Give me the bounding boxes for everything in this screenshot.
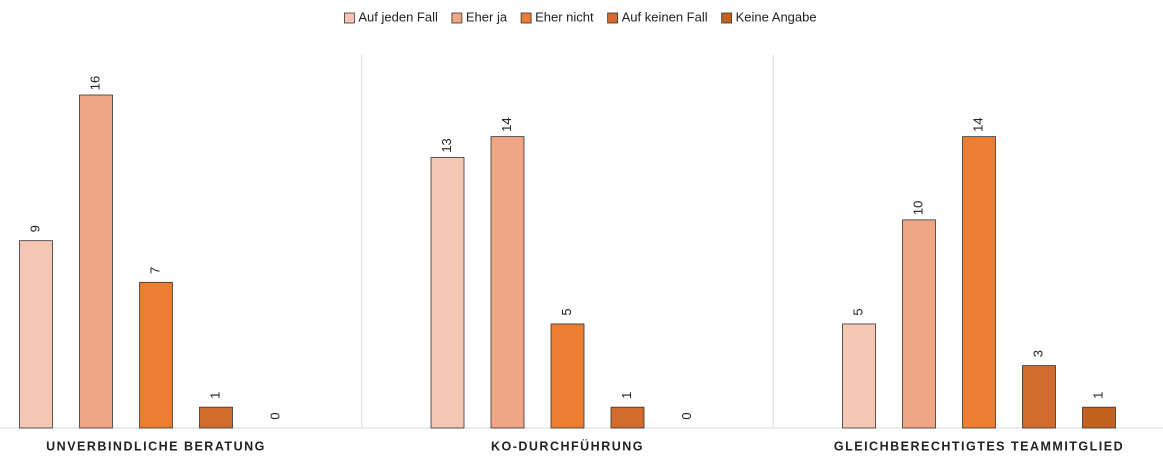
data-label: 9	[27, 225, 42, 232]
bar	[199, 406, 233, 429]
legend-label: Auf jeden Fall	[358, 9, 438, 24]
legend-label: Keine Angabe	[736, 9, 817, 24]
bar	[842, 323, 876, 429]
legend-swatch	[451, 12, 463, 24]
bar	[1022, 365, 1056, 429]
data-label: 0	[679, 412, 694, 419]
data-label: 3	[1030, 350, 1045, 357]
bar	[550, 323, 585, 429]
bar	[962, 136, 996, 429]
data-label: 5	[850, 308, 865, 315]
bar	[902, 219, 936, 429]
legend-swatch	[520, 12, 532, 24]
legend-swatch	[607, 12, 619, 24]
legend-swatch	[721, 12, 733, 24]
x-tick-label: UNVERBINDLICHE BERATUNG	[46, 439, 266, 453]
legend-swatch	[343, 12, 355, 24]
bar	[610, 406, 645, 429]
bar	[430, 157, 465, 429]
data-label: 16	[87, 76, 102, 90]
x-tick-label: KO-DURCHFÜHRUNG	[491, 438, 644, 453]
data-label: 1	[1090, 392, 1105, 399]
legend-label: Eher ja	[466, 9, 508, 24]
data-label: 5	[559, 308, 574, 315]
data-label: 1	[619, 392, 634, 399]
bar	[1082, 406, 1116, 429]
bar	[490, 136, 525, 429]
legend-label: Eher nicht	[535, 9, 594, 24]
data-label: 10	[910, 201, 925, 215]
bar	[79, 94, 113, 429]
data-label: 0	[267, 412, 282, 419]
x-tick-label: GLEICHBERECHTIGTES TEAMMITGLIED	[834, 439, 1124, 453]
bar	[139, 281, 173, 429]
data-label: 1	[207, 392, 222, 399]
data-label: 13	[439, 138, 454, 152]
data-label: 14	[970, 117, 985, 131]
legend-label: Auf keinen Fall	[622, 9, 708, 24]
data-label: 14	[499, 117, 514, 131]
bar	[19, 240, 53, 429]
data-label: 7	[147, 267, 162, 274]
